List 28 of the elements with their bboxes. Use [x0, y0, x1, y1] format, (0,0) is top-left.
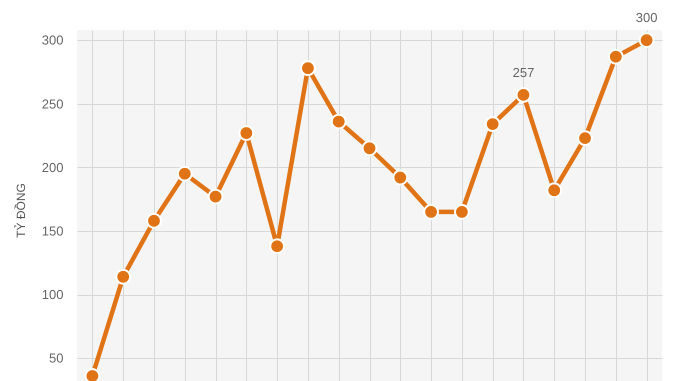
y-tick-label: 200 [42, 160, 64, 175]
point [577, 130, 593, 146]
point [115, 268, 132, 285]
point [638, 32, 654, 48]
point [516, 87, 532, 103]
point [423, 204, 439, 220]
point [176, 166, 193, 182]
y-axis-title: TỶ ĐỒNG [14, 183, 28, 238]
y-tick-label: 100 [42, 287, 64, 302]
y-tick-label: 300 [42, 32, 64, 48]
data-label: 257 [512, 64, 534, 80]
y-tick-label: 50 [49, 350, 64, 366]
point [330, 114, 347, 130]
y-tick-label: 150 [42, 223, 64, 238]
point [608, 48, 624, 65]
y-tick-label: 250 [42, 96, 64, 112]
point [146, 212, 162, 229]
point [238, 125, 254, 141]
point [300, 60, 316, 76]
point [269, 238, 286, 254]
point [208, 188, 224, 205]
point [392, 170, 408, 186]
point [484, 116, 501, 132]
point [546, 182, 562, 198]
point [362, 140, 378, 156]
data-label: 300 [636, 10, 658, 26]
point [454, 204, 470, 220]
point [84, 368, 100, 381]
